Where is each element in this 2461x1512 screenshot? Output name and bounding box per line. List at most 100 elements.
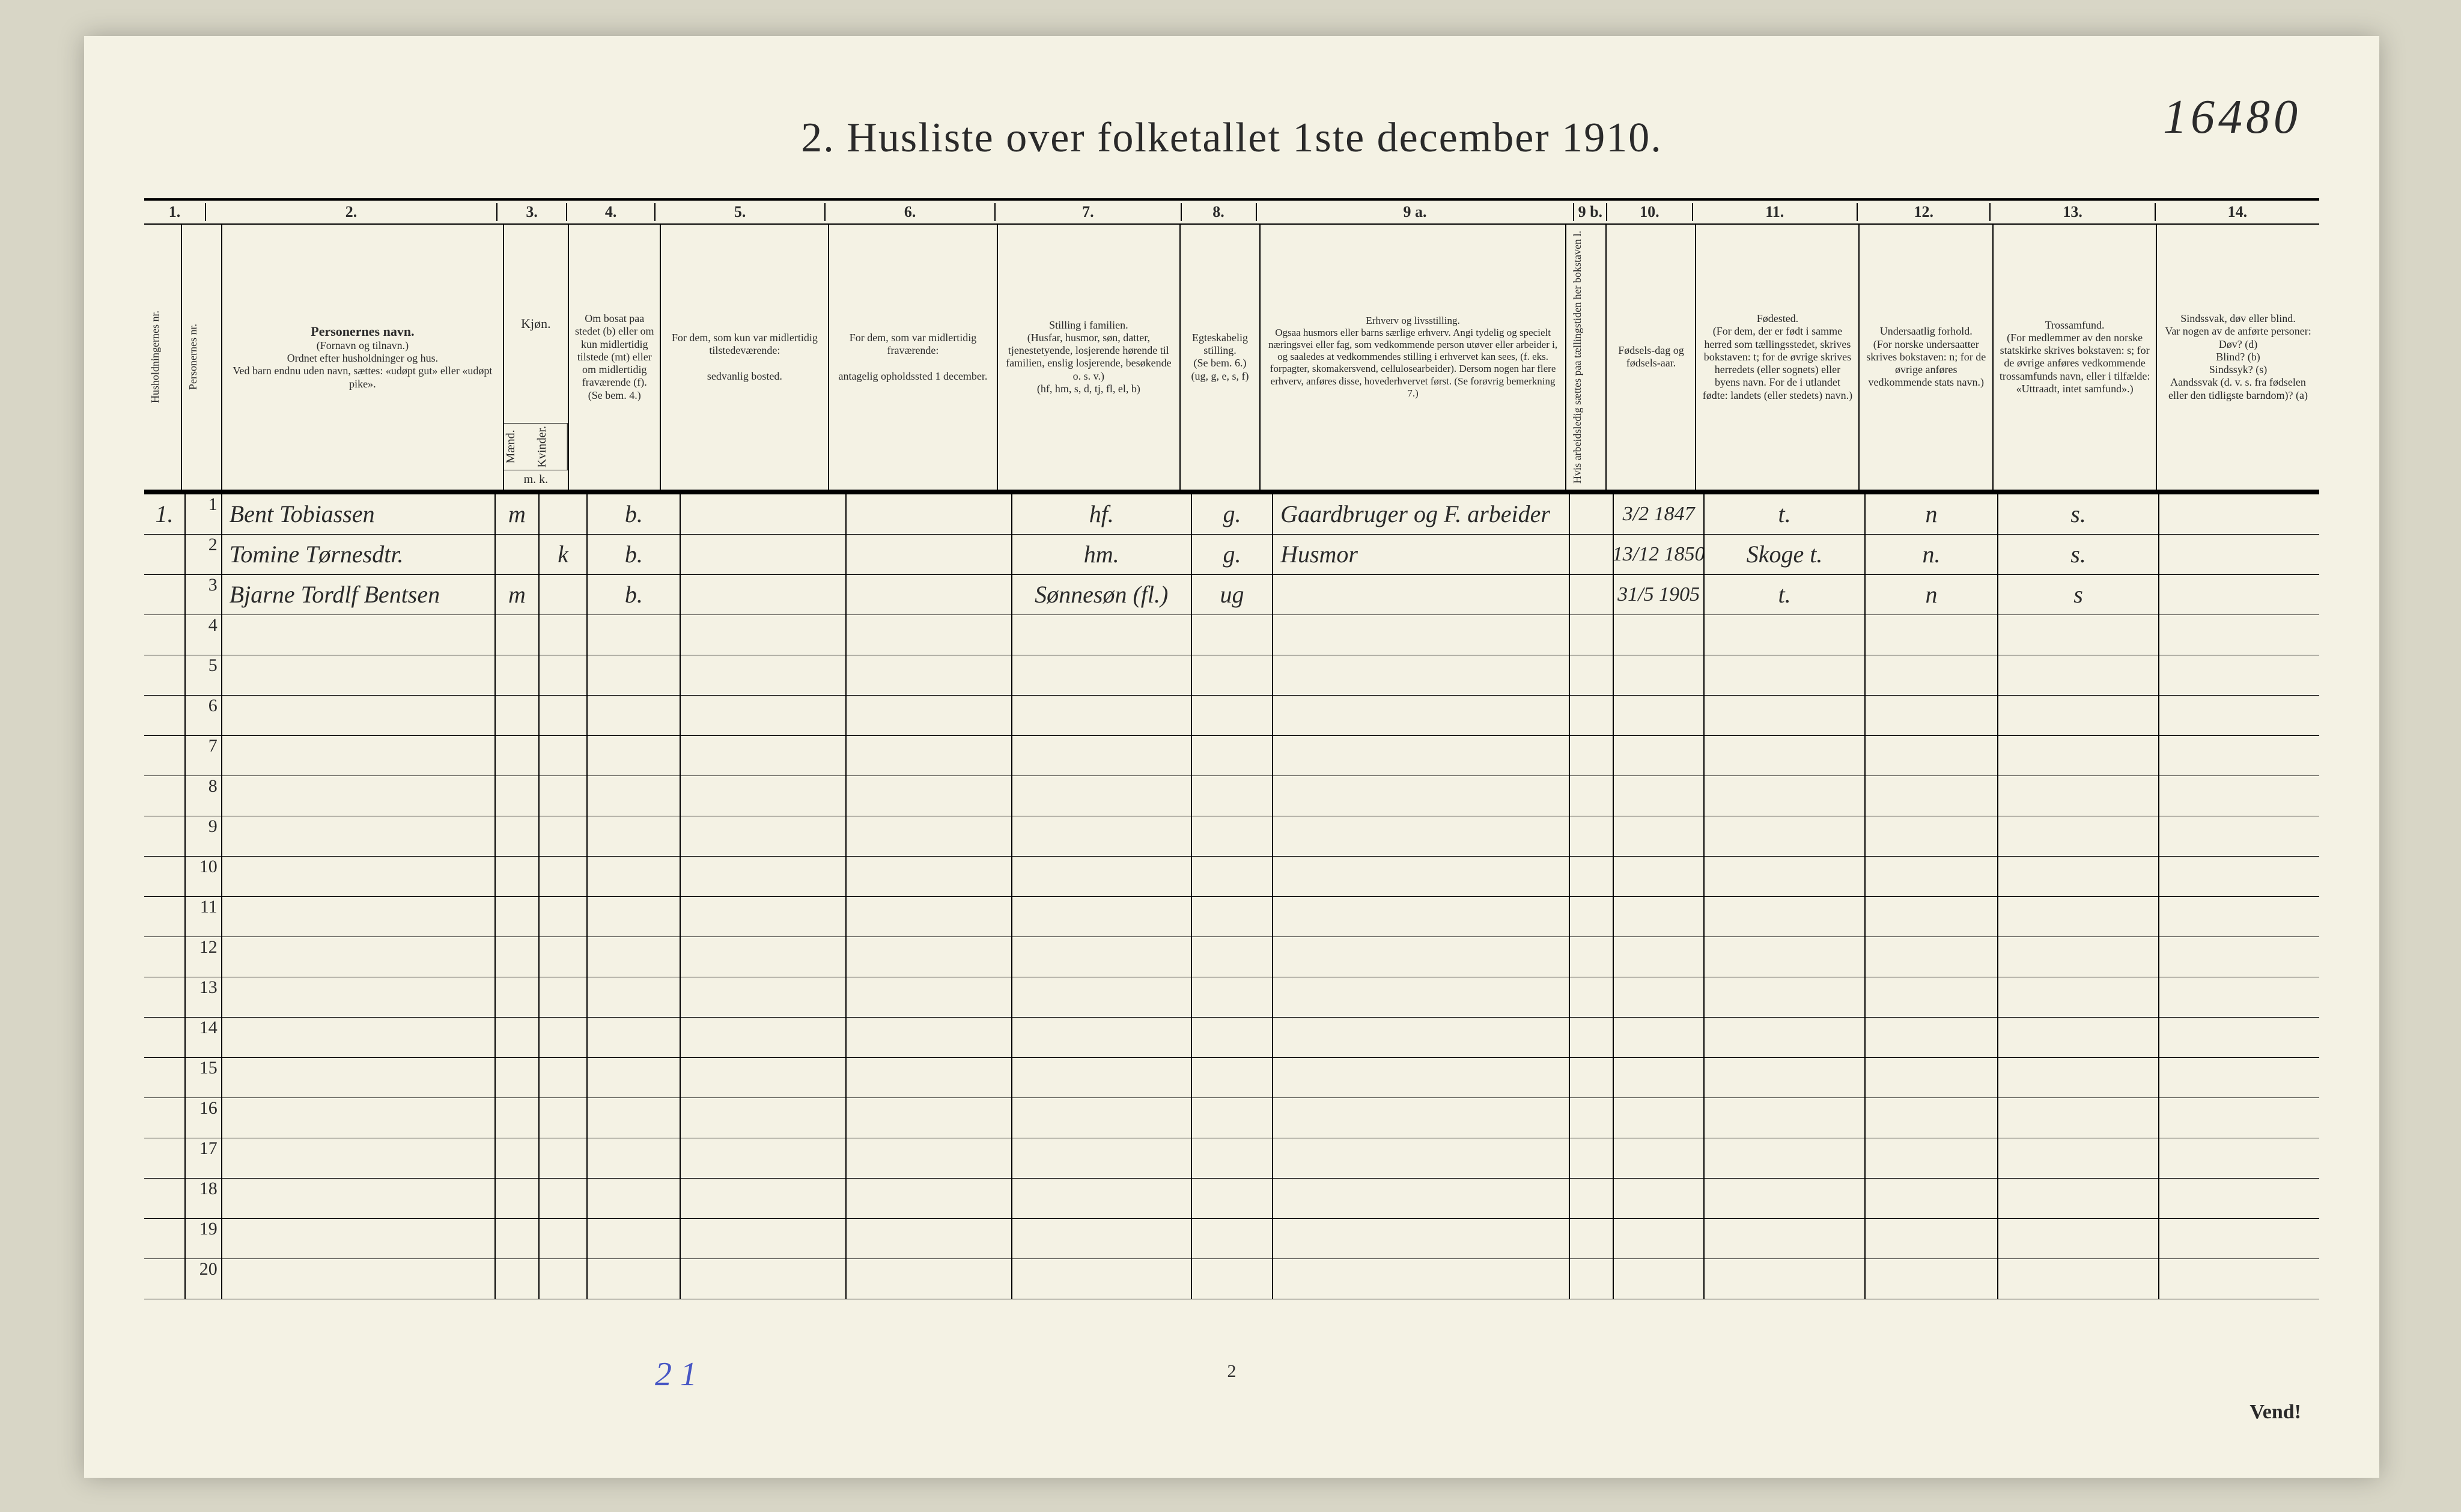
unemployed: [1570, 776, 1614, 816]
colnum: 10.: [1607, 203, 1693, 221]
disability: [2159, 897, 2319, 937]
birthdate: [1614, 1018, 1705, 1057]
person-nr: 2: [186, 535, 222, 574]
citizenship: [1866, 776, 1998, 816]
disability: [2159, 1018, 2319, 1057]
disability: [2159, 494, 2319, 534]
colnum: 3.: [497, 203, 567, 221]
residence-status: b.: [588, 575, 681, 615]
unemployed: [1570, 857, 1614, 896]
religion: [1998, 897, 2159, 937]
table-row: 15: [144, 1058, 2319, 1098]
family-position: hm.: [1012, 535, 1192, 574]
birthplace: [1705, 776, 1866, 816]
birthdate: [1614, 1138, 1705, 1178]
colnum: 8.: [1182, 203, 1257, 221]
header-family-position: Stilling i familien. (Husfar, husmor, sø…: [998, 225, 1181, 490]
sex-k: [540, 1259, 588, 1299]
occupation: [1273, 857, 1570, 896]
household-nr: [144, 776, 186, 816]
table-row: 19: [144, 1219, 2319, 1259]
header-marital-status: Egteskabelig stilling. (Se bem. 6.) (ug,…: [1181, 225, 1261, 490]
disability: [2159, 655, 2319, 695]
whereabouts: [847, 736, 1012, 776]
table-row: 16: [144, 1098, 2319, 1138]
residence-status: [588, 736, 681, 776]
household-nr: [144, 1098, 186, 1138]
birthdate: [1614, 1219, 1705, 1258]
marital-status: g.: [1192, 494, 1273, 534]
household-nr: [144, 1259, 186, 1299]
occupation: [1273, 655, 1570, 695]
unemployed: [1570, 1259, 1614, 1299]
table-row: 11: [144, 897, 2319, 937]
sex-m: [496, 535, 540, 574]
table-row: 14: [144, 1018, 2319, 1058]
religion: [1998, 937, 2159, 977]
colnum: 5.: [656, 203, 826, 221]
residence-status: [588, 977, 681, 1017]
marital-status: [1192, 977, 1273, 1017]
unemployed: [1570, 1179, 1614, 1218]
sex-m: [496, 1179, 540, 1218]
unemployed: [1570, 977, 1614, 1017]
person-name: Tomine Tørnesdtr.: [222, 535, 496, 574]
residence-status: [588, 615, 681, 655]
religion: [1998, 977, 2159, 1017]
person-nr: 6: [186, 696, 222, 735]
citizenship: [1866, 1219, 1998, 1258]
marital-status: [1192, 776, 1273, 816]
person-nr: 20: [186, 1259, 222, 1299]
header-religion: Trossamfund. (For medlemmer av den norsk…: [1994, 225, 2157, 490]
birthdate: [1614, 1259, 1705, 1299]
occupation: [1273, 816, 1570, 856]
person-nr: 3: [186, 575, 222, 615]
document-page: 2. Husliste over folketallet 1ste decemb…: [84, 36, 2379, 1478]
usual-residence: [681, 1098, 847, 1138]
family-position: [1012, 977, 1192, 1017]
occupation: [1273, 776, 1570, 816]
sex-k: [540, 937, 588, 977]
header-birthplace: Fødested. (For dem, der er født i samme …: [1696, 225, 1860, 490]
disability: [2159, 1058, 2319, 1098]
sex-k: [540, 977, 588, 1017]
disability: [2159, 1138, 2319, 1178]
birthplace: t.: [1705, 575, 1866, 615]
person-name: [222, 857, 496, 896]
family-position: [1012, 1179, 1192, 1218]
disability: [2159, 1179, 2319, 1218]
usual-residence: [681, 1259, 847, 1299]
header-name: Personernes navn. (Fornavn og tilnavn.) …: [222, 225, 503, 490]
person-nr: 8: [186, 776, 222, 816]
family-position: [1012, 615, 1192, 655]
citizenship: [1866, 1259, 1998, 1299]
table-row: 12: [144, 937, 2319, 977]
citizenship: [1866, 897, 1998, 937]
residence-status: [588, 1138, 681, 1178]
whereabouts: [847, 655, 1012, 695]
sex-m: [496, 816, 540, 856]
birthplace: [1705, 655, 1866, 695]
marital-status: [1192, 857, 1273, 896]
citizenship: [1866, 816, 1998, 856]
person-nr: 13: [186, 977, 222, 1017]
occupation: [1273, 736, 1570, 776]
birthplace: [1705, 696, 1866, 735]
table-row: 20: [144, 1259, 2319, 1299]
unemployed: [1570, 1018, 1614, 1057]
person-name: [222, 655, 496, 695]
unemployed: [1570, 696, 1614, 735]
disability: [2159, 575, 2319, 615]
residence-status: [588, 655, 681, 695]
marital-status: [1192, 1219, 1273, 1258]
whereabouts: [847, 1058, 1012, 1098]
occupation: [1273, 1179, 1570, 1218]
header-household-nr: Husholdningernes nr.: [144, 225, 182, 490]
sex-m: [496, 696, 540, 735]
person-nr: 15: [186, 1058, 222, 1098]
household-nr: [144, 696, 186, 735]
header-birthdate: Fødsels-dag og fødsels-aar.: [1607, 225, 1696, 490]
sex-m: [496, 977, 540, 1017]
whereabouts: [847, 977, 1012, 1017]
religion: [1998, 615, 2159, 655]
